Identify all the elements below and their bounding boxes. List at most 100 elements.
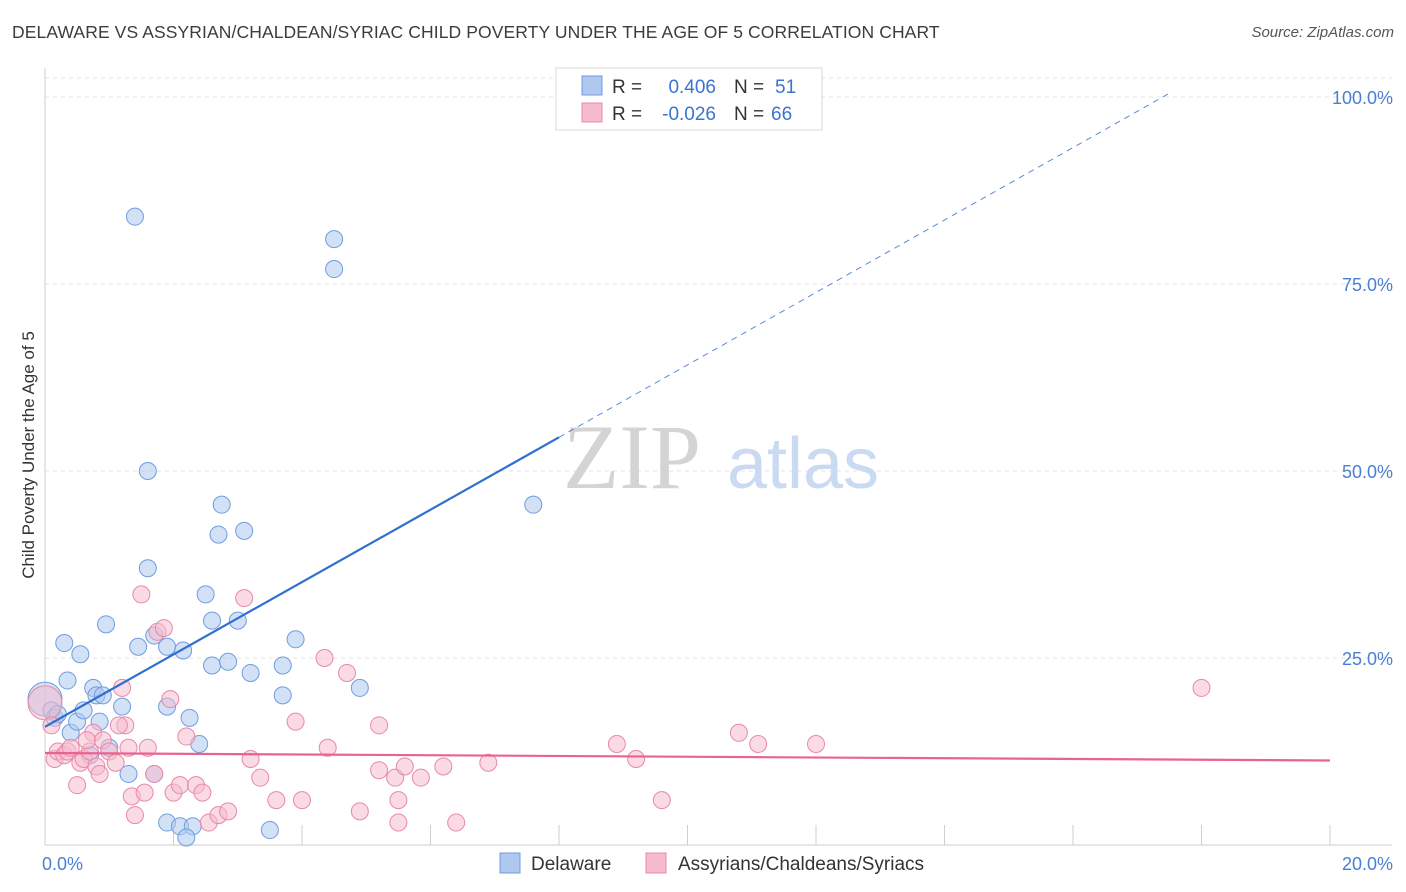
delaware-point <box>212 495 231 514</box>
delaware-point <box>138 559 157 578</box>
assyrian-point <box>90 764 109 783</box>
assyrian-point <box>109 716 128 735</box>
assyrian-point <box>627 749 646 768</box>
delaware-point <box>260 821 279 840</box>
assyrian-point <box>607 735 626 754</box>
legend-label-delaware: Delaware <box>531 854 611 875</box>
delaware-point <box>235 521 254 540</box>
assyrian-point <box>161 690 180 709</box>
assyrian-point <box>370 716 389 735</box>
assyrian-point <box>434 757 453 776</box>
delaware-point <box>325 260 344 279</box>
assyrian-point <box>68 776 87 795</box>
delaware-point <box>219 652 238 671</box>
delaware-point <box>55 634 74 653</box>
delaware-point <box>180 708 199 727</box>
assyrian-point <box>119 738 138 757</box>
stats-swatch-delaware <box>581 75 603 96</box>
stats-n-label-1: N = <box>734 77 764 98</box>
assyrian-point <box>479 753 498 772</box>
delaware-point <box>524 495 543 514</box>
assyrian-point <box>389 813 408 832</box>
delaware-point <box>177 828 196 847</box>
stats-r-value-2: -0.026 <box>662 104 716 125</box>
assyrian-point <box>135 783 154 802</box>
delaware-point <box>97 615 116 634</box>
assyrian-point <box>27 685 63 721</box>
delaware-point <box>196 585 215 604</box>
assyrian-point <box>315 649 334 667</box>
assyrian-point <box>251 768 270 787</box>
stats-r-label-2: R = <box>612 104 642 125</box>
assyrian-point <box>411 768 430 787</box>
stats-r-label-1: R = <box>612 77 642 98</box>
trend-lines <box>44 92 1331 762</box>
assyrian-point <box>145 764 164 783</box>
y-tick-label: 75.0% <box>1342 275 1393 295</box>
assyrian-point <box>729 723 748 742</box>
assyrian-point <box>749 735 768 754</box>
assyrian-point <box>267 791 286 810</box>
assyrian-point <box>235 589 254 608</box>
assyrian-point <box>318 738 337 757</box>
assyrian-trend-line <box>44 751 1331 762</box>
assyrian-point <box>286 712 305 731</box>
delaware-point <box>58 671 77 690</box>
assyrian-point <box>807 735 825 754</box>
delaware-point <box>273 656 292 675</box>
assyrian-point <box>106 753 125 772</box>
y-axis-label: Child Poverty Under the Age of 5 <box>19 331 38 579</box>
assyrian-point <box>61 738 80 757</box>
chart-title: DELAWARE VS ASSYRIAN/CHALDEAN/SYRIAC CHI… <box>12 22 940 42</box>
delaware-point <box>273 686 292 705</box>
assyrian-point <box>370 761 389 780</box>
delaware-trend-extension <box>558 92 1170 438</box>
assyrian-point <box>241 749 260 768</box>
delaware-point <box>113 697 132 716</box>
assyrian-point <box>337 663 356 682</box>
assyrian-point <box>177 727 196 746</box>
x-tick-label: 20.0% <box>1342 854 1393 874</box>
watermark: ZIP atlas <box>563 406 879 508</box>
stats-swatch-assyrian <box>581 102 603 123</box>
assyrian-point <box>154 619 173 638</box>
x-tick-label: 0.0% <box>42 854 83 874</box>
delaware-point <box>158 637 177 656</box>
delaware-point <box>203 656 222 675</box>
assyrian-point <box>193 783 212 802</box>
axes <box>44 68 1392 846</box>
grid-lines <box>45 77 1392 659</box>
assyrian-point <box>170 776 189 795</box>
assyrian-point <box>125 806 144 825</box>
stats-n-value-1: 51 <box>775 77 796 98</box>
legend-swatch-assyrian <box>645 852 667 874</box>
delaware-trend-line <box>44 436 560 728</box>
watermark-atlas: atlas <box>727 424 879 504</box>
assyrian-point <box>219 802 238 821</box>
delaware-point <box>325 230 344 249</box>
delaware-point <box>71 645 90 664</box>
assyrian-point <box>77 731 96 750</box>
assyrian-point <box>447 813 466 832</box>
watermark-zip: ZIP <box>563 406 701 508</box>
delaware-point <box>119 764 138 783</box>
x-tick-labels: 0.0% 20.0% <box>42 854 1393 874</box>
assyrian-point <box>138 738 157 757</box>
chart-source: Source: ZipAtlas.com <box>1251 24 1394 41</box>
series-legend: Delaware Assyrians/Chaldeans/Syriacs <box>499 852 924 875</box>
legend-swatch-delaware <box>499 852 521 874</box>
stats-n-label-2: N = <box>734 104 764 125</box>
data-points <box>27 207 1211 847</box>
assyrian-point <box>132 585 151 604</box>
delaware-point <box>286 630 305 649</box>
y-tick-label: 50.0% <box>1342 462 1393 482</box>
assyrian-point <box>395 757 414 776</box>
legend-label-assyrian: Assyrians/Chaldeans/Syriacs <box>678 854 924 875</box>
stats-legend: R = 0.406 N = 51 R = -0.026 N = 66 <box>555 67 823 131</box>
assyrian-point <box>293 791 311 810</box>
delaware-point <box>129 637 148 656</box>
assyrian-point <box>350 802 369 821</box>
delaware-point <box>138 462 157 480</box>
y-tick-labels: 25.0% 50.0% 75.0% 100.0% <box>1332 88 1393 669</box>
